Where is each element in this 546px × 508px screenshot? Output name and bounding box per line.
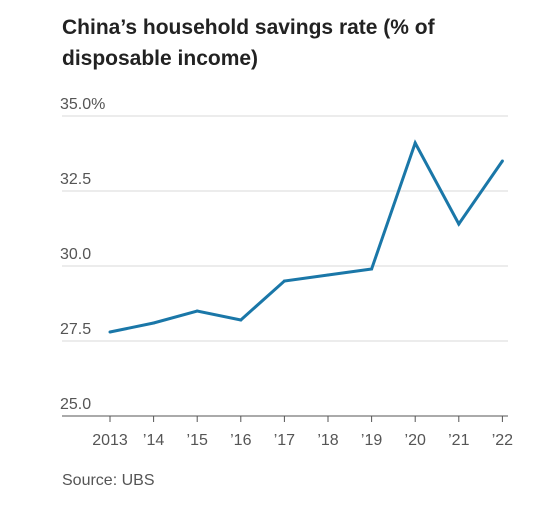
x-tick-label: ’19	[361, 432, 382, 449]
data-point	[108, 330, 112, 334]
y-tick-label: 35.0%	[60, 96, 105, 113]
series-line	[109, 139, 504, 334]
x-tick-label: ’17	[274, 432, 295, 449]
data-point	[370, 267, 374, 271]
x-tick-label: ’18	[317, 432, 338, 449]
data-point	[239, 318, 243, 322]
data-point	[195, 309, 199, 313]
data-point	[413, 141, 417, 145]
data-point	[152, 321, 156, 325]
source-note: Source: UBS	[62, 472, 155, 489]
chart-title: China’s household savings rate (% of dis…	[62, 16, 435, 70]
y-tick-label: 27.5	[60, 321, 91, 338]
data-point	[282, 279, 286, 283]
x-tick-label: 2013	[92, 432, 128, 449]
y-tick-label: 32.5	[60, 171, 91, 188]
data-point	[457, 222, 461, 226]
x-tick-label: ’14	[143, 432, 164, 449]
x-tick-label: ’15	[187, 432, 208, 449]
data-point	[500, 159, 504, 163]
y-tick-label: 25.0	[60, 396, 91, 413]
x-tick-label: ’22	[492, 432, 513, 449]
y-tick-label: 30.0	[60, 246, 91, 263]
x-tick-label: ’21	[448, 432, 469, 449]
x-tick-label: ’20	[405, 432, 426, 449]
data-point	[326, 273, 330, 277]
x-tick-label: ’16	[230, 432, 251, 449]
